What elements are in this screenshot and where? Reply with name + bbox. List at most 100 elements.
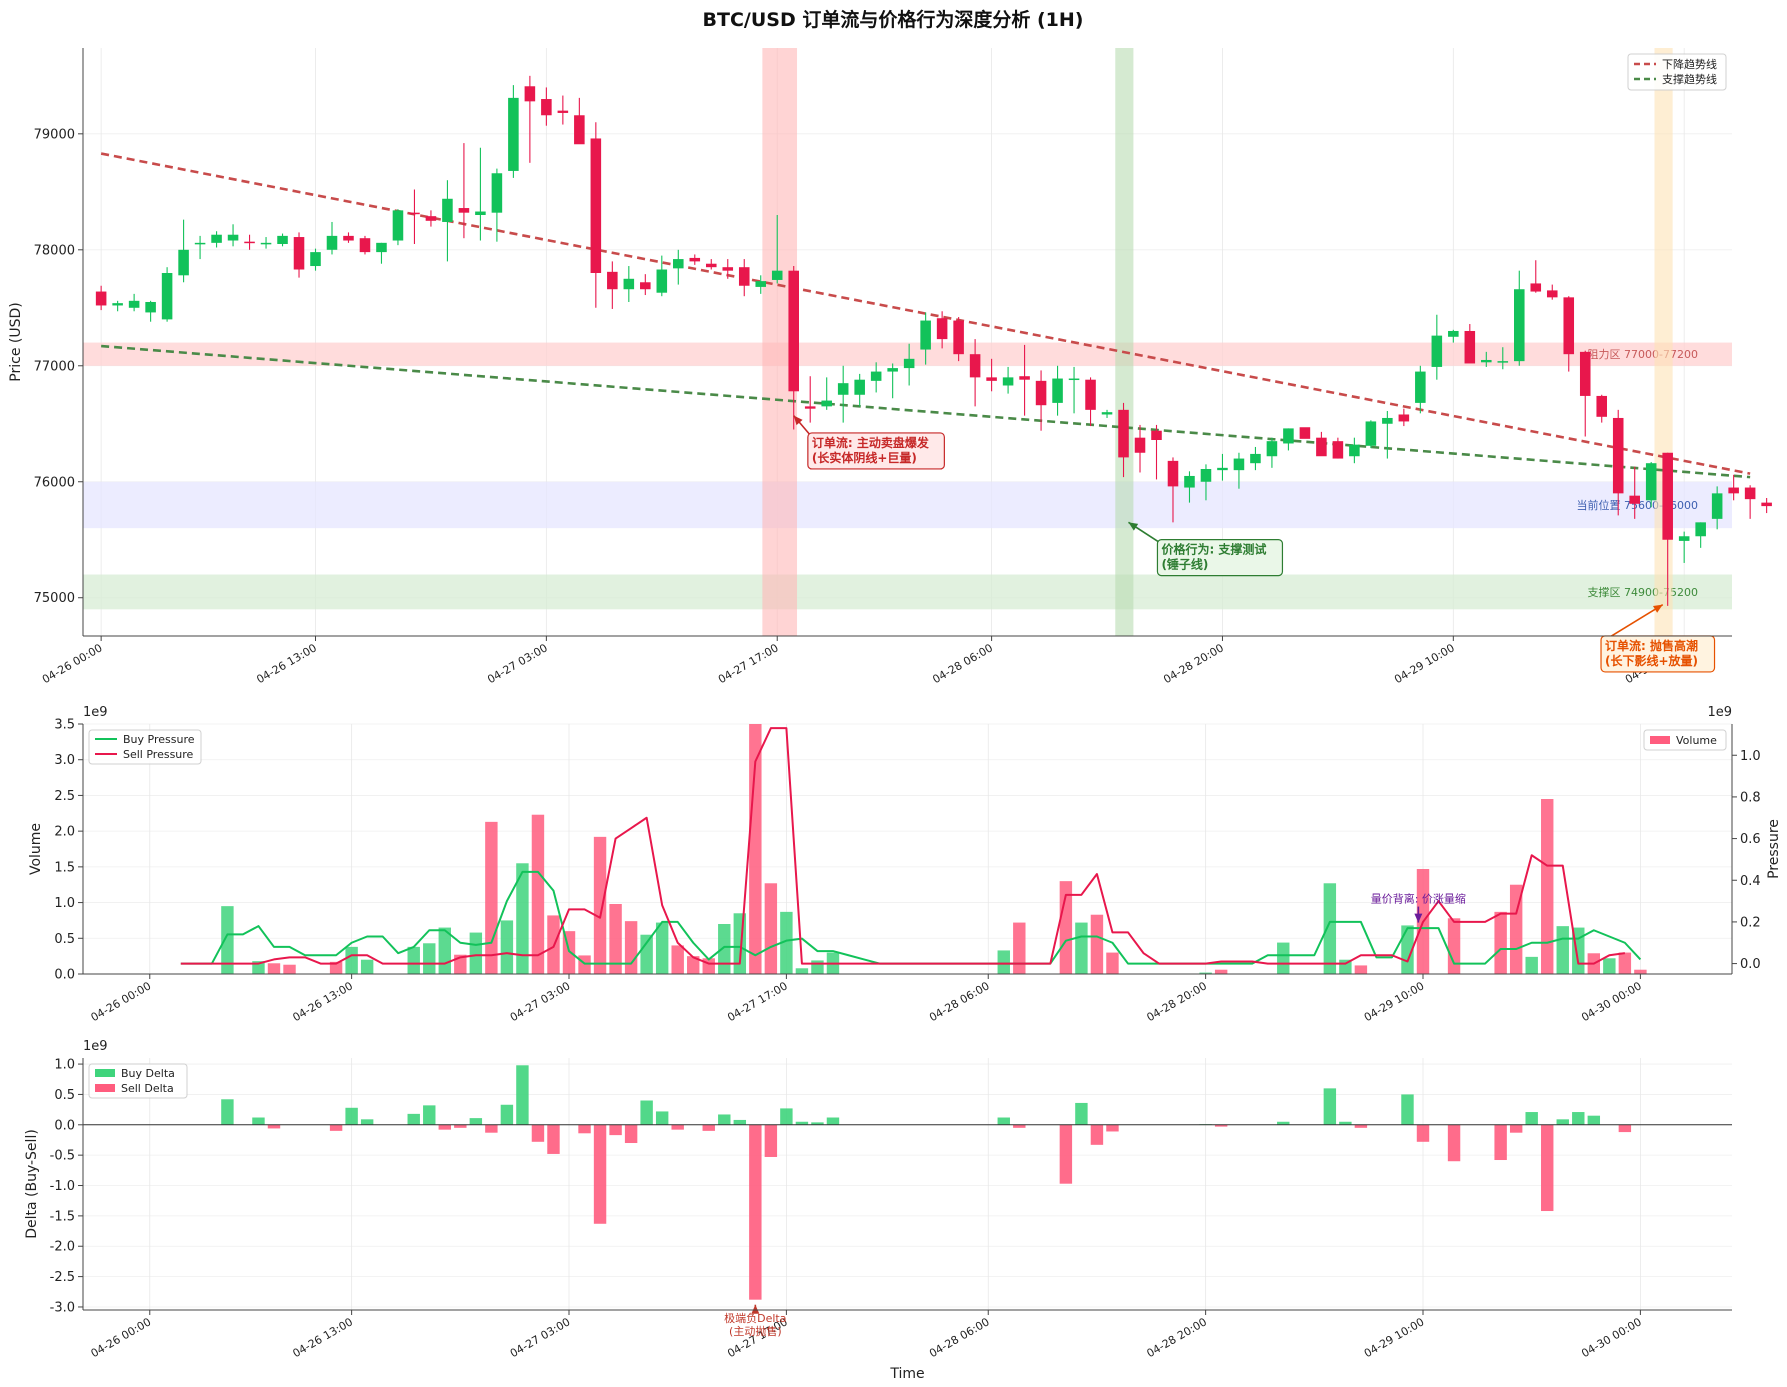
price-candle-body [1761,502,1772,507]
delta-xtick-label: 04-26 00:00 [89,1315,154,1360]
price-candle-body [1283,428,1294,444]
price-annotation-text: (长下影线+放量) [1605,653,1698,668]
delta-bar [1416,1124,1430,1142]
delta-bar [1525,1112,1538,1125]
price-candle-body [376,242,387,253]
price-candle-body [1167,460,1179,487]
volume-ytick-label: 1.0 [54,896,75,911]
delta-bar [702,1124,715,1131]
delta-bar [1509,1124,1523,1133]
price-candle-body [508,97,519,171]
price-candle-body [409,212,420,215]
volume-bar [702,958,715,974]
volume-bar [687,956,700,974]
price-candle-body [95,291,107,306]
pressure-ytick-label: 0.8 [1740,790,1761,805]
price-candle-body [1250,453,1261,464]
volume-bar [1277,942,1290,974]
volume-bar [1556,926,1569,974]
price-candle-body [145,301,156,313]
volume-xtick-label: 04-28 06:00 [927,979,992,1024]
price-candle-body [1596,395,1608,417]
volume-bar [500,920,514,974]
delta-bar [329,1124,343,1131]
price-candle-body [442,198,453,222]
price-candle-body [953,320,964,355]
price-candle-body [1711,493,1723,519]
price-xtick-label: 04-27 03:00 [485,641,550,686]
price-candle-body [1579,351,1591,396]
price-candle-body [458,208,470,213]
price-candle-body [656,269,668,293]
delta-bar [671,1124,684,1130]
price-legend-label: 支撑趋势线 [1662,72,1717,86]
price-candle-body [326,235,338,250]
delta-bar [1013,1124,1026,1128]
volume-bar [718,924,731,974]
price-candle-body [1002,377,1014,386]
volume-bar [1323,883,1337,974]
price-candle-body [425,216,437,221]
price-ytick-label: 79000 [34,127,75,142]
volume-bar [780,911,793,974]
delta-annotation-text: 极端负Delta [724,1311,786,1325]
price-annotation-text: (锤子线) [1161,557,1208,572]
price-trendline [101,344,1751,479]
price-candle-body [557,110,569,113]
delta-xtick-label: 04-28 20:00 [1144,1315,1209,1360]
delta-bar [438,1124,451,1130]
volume-ytick-label: 1.5 [54,860,75,875]
delta-bar [516,1065,529,1125]
price-ytick-label: 76000 [34,475,75,490]
volume-ytick-label: 3.0 [54,753,75,768]
volume-xtick-label: 04-30 00:00 [1579,979,1644,1024]
price-candle-body [1316,437,1327,457]
volume-bar [469,932,483,974]
price-xtick-label: 04-27 17:00 [716,641,781,686]
volume-xtick-label: 04-27 03:00 [508,979,573,1024]
price-candle-body [1035,380,1047,406]
volume-bar [1354,965,1368,974]
delta-scale-label: 1e9 [83,1039,108,1054]
price-zone-label: 支撑区 74900-75200 [1588,585,1698,599]
delta-bar [469,1118,483,1125]
volume-legend-right-box [1643,729,1727,751]
volume-bar [345,946,358,974]
delta-ytick-label: -2.5 [50,1270,75,1285]
price-candle-body [854,379,865,395]
price-candle-body [673,259,684,269]
volume-xtick-label: 04-29 10:00 [1362,979,1427,1024]
volume-xtick-label: 04-26 00:00 [89,979,154,1024]
pressure-ylabel: Pressure [1766,819,1782,879]
price-ytick-label: 77000 [34,359,75,374]
price-candle-body [689,257,701,262]
delta-annotation-arrow-head [751,1304,760,1314]
price-legend-label: 下降趋势线 [1662,57,1717,71]
delta-legend-label: Sell Delta [121,1082,174,1095]
price-candle-body [1629,495,1640,504]
delta-bar [593,1124,607,1224]
delta-bar [1277,1121,1290,1125]
volume-ylabel: Volume [28,823,44,875]
price-annotation-arrow-head [1128,522,1139,531]
volume-bar [1013,922,1026,974]
price-candle-body [1612,417,1624,494]
price-annotation-box [1156,539,1284,577]
delta-bar [1106,1124,1119,1132]
volume-bar [593,836,607,974]
delta-bar [764,1124,778,1157]
delta-xtick-label: 04-29 10:00 [1362,1315,1427,1360]
price-candle-body [1365,421,1377,446]
price-candle-body [1728,487,1739,494]
volume-ytick-label: 2.0 [54,825,75,840]
price-xtick-label: 04-26 13:00 [254,641,319,686]
delta-legend-swatch [95,1084,115,1092]
price-candle-body [392,210,404,241]
price-candle-body [475,211,486,216]
price-candle-body [227,234,239,241]
delta-bar [360,1119,374,1125]
volume-bar [267,963,281,974]
delta-bar [454,1124,467,1128]
price-panel: 75000 76000 77000 78000 79000 04-26 00:00 04-2… [8,48,1772,686]
delta-ylabel: Delta (Buy-Sell) [24,1129,40,1239]
